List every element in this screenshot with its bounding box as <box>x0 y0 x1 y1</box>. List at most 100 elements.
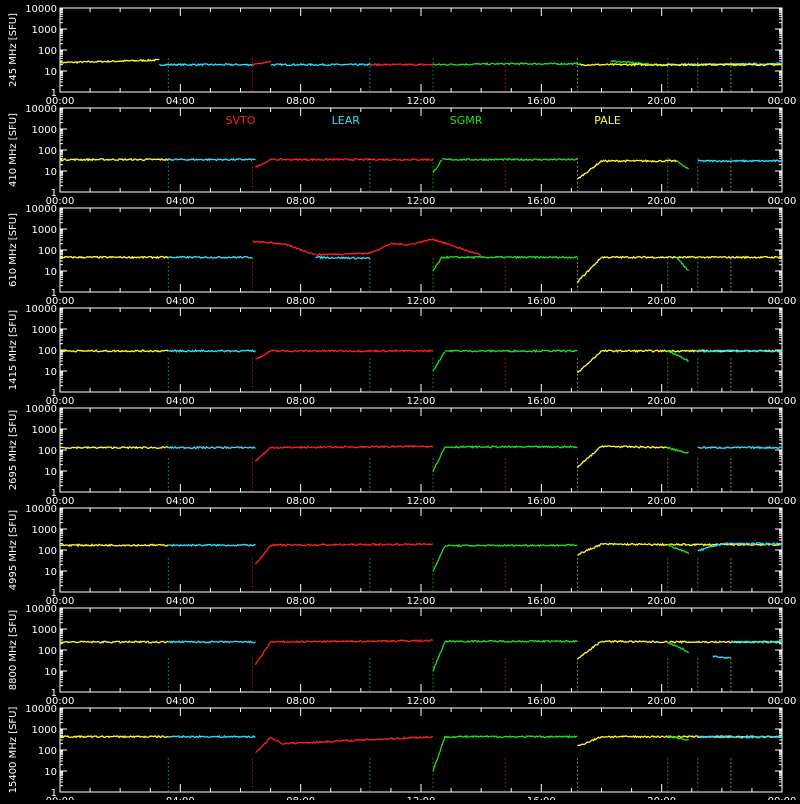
series-line-pale <box>601 255 783 260</box>
y-tick-label: 10 <box>44 267 57 278</box>
y-tick-label: 100 <box>38 346 57 357</box>
series-line-lear <box>168 255 253 259</box>
y-tick-label: 10 <box>44 167 57 178</box>
x-tick-label: 20:00 <box>647 196 676 207</box>
y-tick-label: 100 <box>38 46 57 57</box>
x-tick-label: 00:00 <box>768 296 797 307</box>
x-tick-label: 20:00 <box>647 96 676 107</box>
series-line-svto <box>270 157 434 162</box>
x-tick-label: 04:00 <box>166 296 195 307</box>
x-tick-label: 20:00 <box>647 496 676 507</box>
series-line-pale <box>59 349 169 353</box>
series-line-lear <box>158 62 253 67</box>
y-tick-label: 10 <box>44 567 57 578</box>
y-tick-label: 10000 <box>25 304 57 315</box>
series-line-svto <box>270 444 434 450</box>
x-tick-label: 04:00 <box>166 696 195 707</box>
series-line-sgmr <box>667 735 690 741</box>
series-line-svto <box>270 349 434 353</box>
y-tick-label: 10000 <box>25 604 57 615</box>
series-line-sgmr <box>444 639 578 644</box>
series-line-svto <box>255 736 272 754</box>
y-axis-label: 610 MHz [SFU] <box>8 213 19 287</box>
y-tick-label: 100 <box>38 446 57 457</box>
x-tick-label: 00:00 <box>46 396 75 407</box>
series-line-pale <box>577 159 603 180</box>
y-tick-label: 10000 <box>25 104 57 115</box>
legend-entry-sgmr: SGMR <box>450 114 483 127</box>
series-line-sgmr <box>676 256 690 272</box>
x-tick-label: 00:00 <box>46 196 75 207</box>
series-line-sgmr <box>444 734 578 739</box>
series-line-sgmr <box>432 351 446 372</box>
y-tick-label: 10000 <box>25 404 57 415</box>
series-line-lear <box>697 543 723 552</box>
x-tick-label: 04:00 <box>166 496 195 507</box>
y-axis-label: 245 MHz [SFU] <box>8 13 19 87</box>
series-line-pale <box>59 157 169 162</box>
series-line-sgmr <box>667 349 689 362</box>
y-tick-label: 1 <box>51 688 57 699</box>
x-tick-label: 08:00 <box>286 296 315 307</box>
series-line-lear <box>270 62 371 67</box>
x-tick-label: 08:00 <box>286 396 315 407</box>
x-tick-label: 00:00 <box>46 796 75 800</box>
x-tick-label: 08:00 <box>286 496 315 507</box>
y-tick-label: 1000 <box>32 525 57 536</box>
series-line-lear <box>697 349 783 353</box>
series-line-svto <box>254 446 272 462</box>
series-line-svto <box>270 542 434 547</box>
series-line-sgmr <box>444 445 578 449</box>
x-tick-label: 08:00 <box>286 96 315 107</box>
series-line-lear <box>168 349 256 353</box>
series-line-sgmr <box>432 641 446 672</box>
series-line-pale <box>577 736 603 747</box>
x-tick-label: 00:00 <box>46 596 75 607</box>
x-tick-label: 20:00 <box>647 596 676 607</box>
y-tick-label: 10 <box>44 467 57 478</box>
x-tick-label: 16:00 <box>527 96 556 107</box>
legend-entry-lear: LEAR <box>332 114 361 127</box>
series-line-sgmr <box>667 641 690 654</box>
series-line-sgmr <box>432 735 446 772</box>
x-tick-label: 00:00 <box>46 96 75 107</box>
series-line-lear <box>167 734 256 739</box>
x-tick-label: 00:00 <box>768 596 797 607</box>
series-line-sgmr <box>432 446 446 473</box>
x-tick-label: 12:00 <box>407 96 436 107</box>
series-line-svto <box>270 736 283 745</box>
x-tick-label: 16:00 <box>527 596 556 607</box>
series-line-lear <box>315 255 371 260</box>
x-tick-label: 12:00 <box>407 796 436 800</box>
series-line-pale <box>59 445 169 450</box>
x-tick-label: 08:00 <box>286 796 315 800</box>
series-line-lear <box>167 640 256 644</box>
x-tick-label: 00:00 <box>768 96 797 107</box>
series-line-lear <box>712 655 732 660</box>
y-tick-label: 1 <box>51 788 57 799</box>
y-tick-label: 10000 <box>25 504 57 515</box>
y-tick-label: 10 <box>44 767 57 778</box>
panel-frame <box>59 107 783 193</box>
x-tick-label: 04:00 <box>166 596 195 607</box>
x-tick-label: 00:00 <box>46 696 75 707</box>
series-line-svto <box>270 639 434 644</box>
series-line-pale <box>59 734 169 739</box>
x-tick-label: 00:00 <box>46 296 75 307</box>
x-tick-label: 16:00 <box>527 696 556 707</box>
series-line-sgmr <box>441 255 578 260</box>
x-tick-label: 00:00 <box>46 496 75 507</box>
x-tick-label: 00:00 <box>768 696 797 707</box>
series-line-lear <box>721 542 783 546</box>
series-line-sgmr <box>505 62 581 66</box>
y-axis-label: 410 MHz [SFU] <box>8 113 19 187</box>
series-line-svto <box>432 238 482 257</box>
series-line-svto <box>252 240 284 245</box>
x-tick-label: 12:00 <box>407 696 436 707</box>
series-line-lear <box>168 543 256 547</box>
y-tick-label: 1000 <box>32 725 57 736</box>
series-line-sgmr <box>432 545 446 572</box>
legend-entry-pale: PALE <box>594 114 621 127</box>
series-line-pale <box>601 445 669 449</box>
